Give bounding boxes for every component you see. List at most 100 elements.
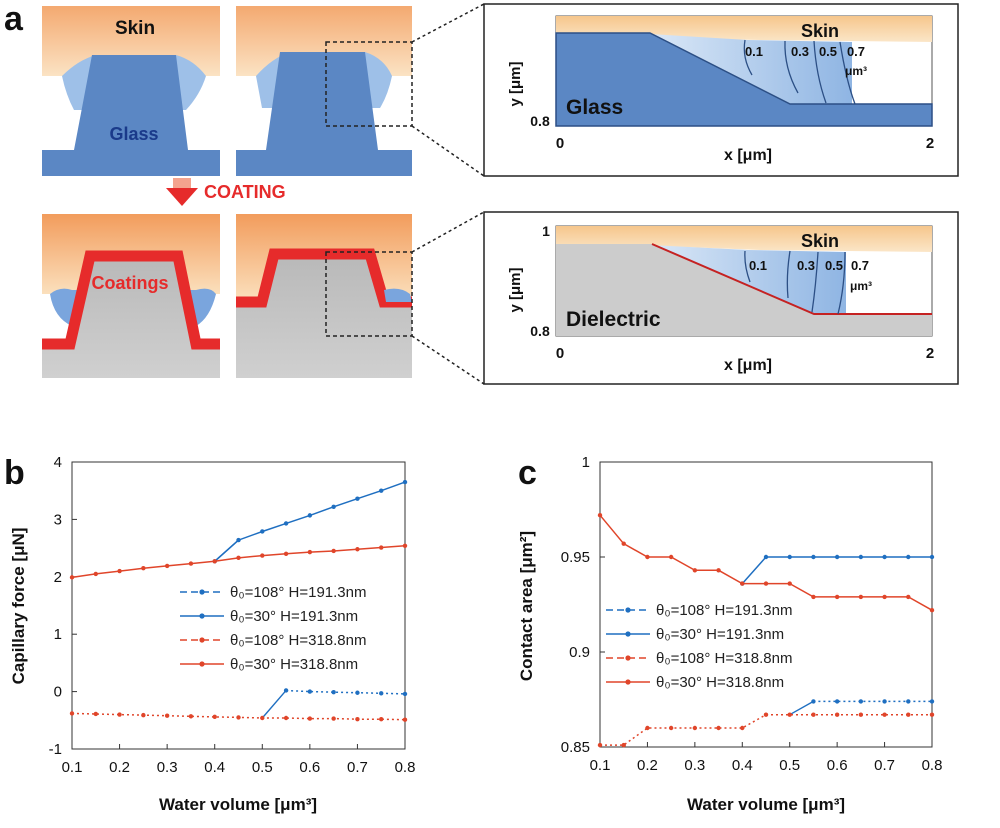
skin-label: Skin: [115, 18, 155, 39]
zoom-box: [325, 41, 413, 127]
inset-xlabel: x [μm]: [724, 147, 772, 164]
inset-skin-label: Skin: [801, 231, 839, 251]
volume-label: 0.3: [791, 44, 809, 59]
x-tick-label: 0.2: [109, 759, 130, 776]
legend-label: θ₀=30° H=191.3nm: [656, 626, 784, 643]
meniscus-curve: [811, 251, 819, 313]
glass-zoom-tile: [236, 6, 413, 176]
data-point: [379, 716, 384, 722]
volume-label: 0.7: [851, 258, 869, 273]
data-point: [355, 690, 360, 695]
data-point: [834, 712, 840, 717]
data-point: [69, 575, 75, 580]
legend-marker: [199, 637, 205, 643]
y-axis-title: Capillary force [μN]: [9, 528, 28, 685]
data-point: [164, 563, 170, 569]
data-point: [906, 594, 911, 600]
panel-c-letter: c: [518, 454, 537, 492]
y-tick-label: -1: [49, 741, 62, 758]
zoom-connector: [411, 125, 485, 177]
y-tick-label: 4: [54, 454, 62, 471]
volume-label: 0.5: [819, 44, 837, 59]
transition-connector: [261, 689, 287, 719]
inset-material-label: Dielectric: [566, 308, 661, 331]
data-point: [929, 699, 935, 704]
inset-xtick: 2: [926, 135, 934, 152]
data-point: [763, 712, 769, 717]
coatings-label: Coatings: [91, 273, 168, 293]
zoom-connector: [411, 3, 485, 43]
y-axis-title: Contact area [μm²]: [517, 531, 536, 681]
data-point: [307, 549, 313, 555]
legend-marker: [625, 655, 631, 661]
data-point: [236, 715, 241, 720]
x-tick-label: 0.2: [637, 757, 658, 774]
data-point: [882, 699, 887, 704]
data-point: [402, 479, 408, 485]
y-tick-label: 3: [54, 511, 62, 528]
data-point: [93, 571, 98, 577]
volume-label: 0.1: [745, 44, 763, 59]
coated-zoom-tile: [236, 214, 413, 378]
x-tick-label: 0.6: [299, 759, 320, 776]
data-point: [692, 568, 698, 573]
legend-label: θ₀=30° H=318.8nm: [230, 656, 358, 673]
data-point: [787, 712, 792, 717]
legend-label: θ₀=108° H=318.8nm: [656, 650, 793, 667]
inset-dielectric: Skin Dielectric 0.1 0.3 0.5 0.7 μm³ y [μ…: [483, 211, 959, 385]
legend-marker: [199, 589, 205, 595]
coating-layer: [42, 250, 220, 350]
chart-marks: [69, 479, 408, 722]
data-point: [402, 717, 408, 722]
glass-bump: [42, 55, 220, 176]
x-tick-label: 0.5: [252, 759, 273, 776]
data-point: [283, 521, 289, 526]
data-point: [379, 488, 384, 493]
zoom-box: [325, 251, 413, 337]
data-point: [307, 689, 313, 694]
x-tick-label: 0.5: [779, 757, 800, 774]
data-point: [668, 554, 674, 560]
data-point: [597, 513, 603, 518]
axis-ticks: 0.1 0.2 0.3 0.4 0.5 0.6 0.7 0.8 -1 0 1 2 3 4: [49, 454, 416, 776]
chart-legend: θ₀=108° H=191.3nm θ₀=30° H=191.3nm θ₀=108°…: [606, 602, 793, 691]
data-point: [811, 699, 816, 704]
contact-area-chart: c 0.1 0.2 0.3 0.4 0.5 0.6 0.7 0.8 0.85 0.9 0.95 1 θ…: [517, 454, 942, 814]
data-point: [93, 711, 98, 717]
volume-label: 0.1: [749, 258, 767, 273]
x-tick-label: 0.7: [874, 757, 895, 774]
data-point: [834, 699, 840, 704]
water-region: [650, 34, 852, 104]
y-tick-label: 0: [54, 684, 62, 701]
data-point: [858, 594, 864, 600]
data-point: [906, 699, 911, 704]
chart-marks: [597, 513, 935, 748]
meniscus-curve: [784, 40, 799, 94]
x-tick-label: 0.7: [347, 759, 368, 776]
meniscus-curve: [743, 39, 753, 76]
meniscus-curve: [813, 40, 827, 104]
data-point: [929, 712, 935, 717]
data-point: [283, 688, 289, 693]
data-point: [236, 555, 241, 561]
data-point: [716, 725, 721, 731]
legend-marker: [625, 631, 631, 637]
data-point: [283, 551, 289, 557]
data-point: [787, 581, 792, 586]
data-point: [188, 561, 194, 566]
coating-label: COATING: [204, 182, 286, 202]
data-point: [645, 725, 650, 731]
data-point: [811, 554, 816, 560]
data-point: [882, 594, 887, 600]
axis-ticks: 0.1 0.2 0.3 0.4 0.5 0.6 0.7 0.8 0.85 0.9 0.95 1: [561, 454, 943, 774]
water-region: [650, 245, 846, 314]
data-point: [597, 742, 603, 748]
data-point: [929, 554, 935, 560]
inset-ytick: 0.8: [530, 323, 550, 339]
coated-full-tile: Coatings: [42, 214, 220, 378]
y-tick-label: 1: [582, 454, 590, 471]
x-axis-title: Water volume [μm³]: [159, 795, 317, 814]
inset-ytick: 0.8: [530, 113, 550, 129]
data-point: [692, 725, 698, 731]
